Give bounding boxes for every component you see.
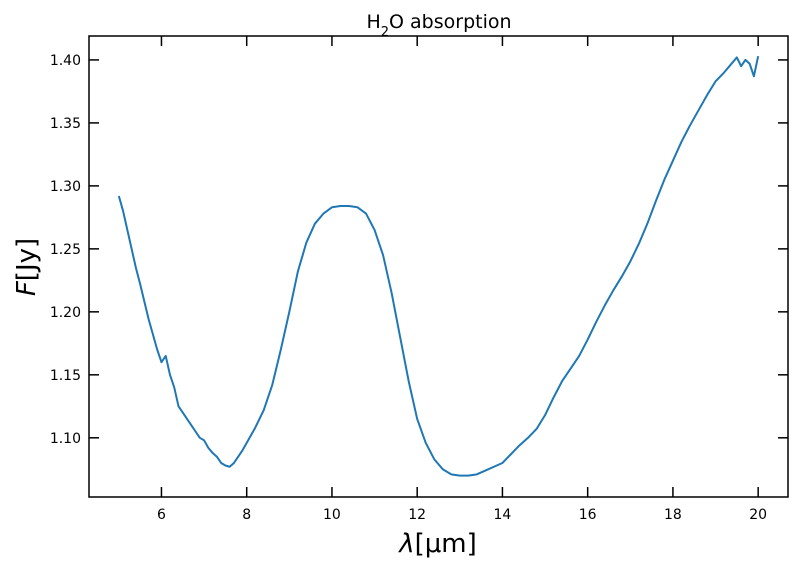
x-tick-label: 18 [664,507,682,523]
series-line-0 [117,55,760,477]
y-tick-label: 1.25 [50,242,81,258]
x-tick-label: 8 [242,507,251,523]
y-tick-label: 1.30 [50,179,81,195]
plot-frame [88,35,789,498]
y-axis: 1.10 1.15 1.20 1.25 1.30 1.35 1.40 [50,53,788,447]
x-axis: 6 8 10 12 14 16 18 20 [157,36,767,523]
y-tick-label: 1.15 [50,368,81,384]
x-tick-label: 12 [408,507,426,523]
x-tick-label: 6 [157,507,166,523]
chart-title: H2O absorption [366,11,511,40]
x-tick-label: 20 [749,507,767,523]
x-axis-label: λ[μm] [397,529,477,559]
y-tick-label: 1.10 [50,431,81,447]
plot-area [117,55,760,477]
x-tick-label: 10 [323,507,341,523]
x-tick-label: 16 [579,507,597,523]
y-axis-label: F[Jy] [12,238,42,296]
y-tick-label: 1.20 [50,305,81,321]
y-tick-label: 1.35 [50,116,81,132]
y-tick-label: 1.40 [50,53,81,69]
x-tick-label: 14 [494,507,512,523]
